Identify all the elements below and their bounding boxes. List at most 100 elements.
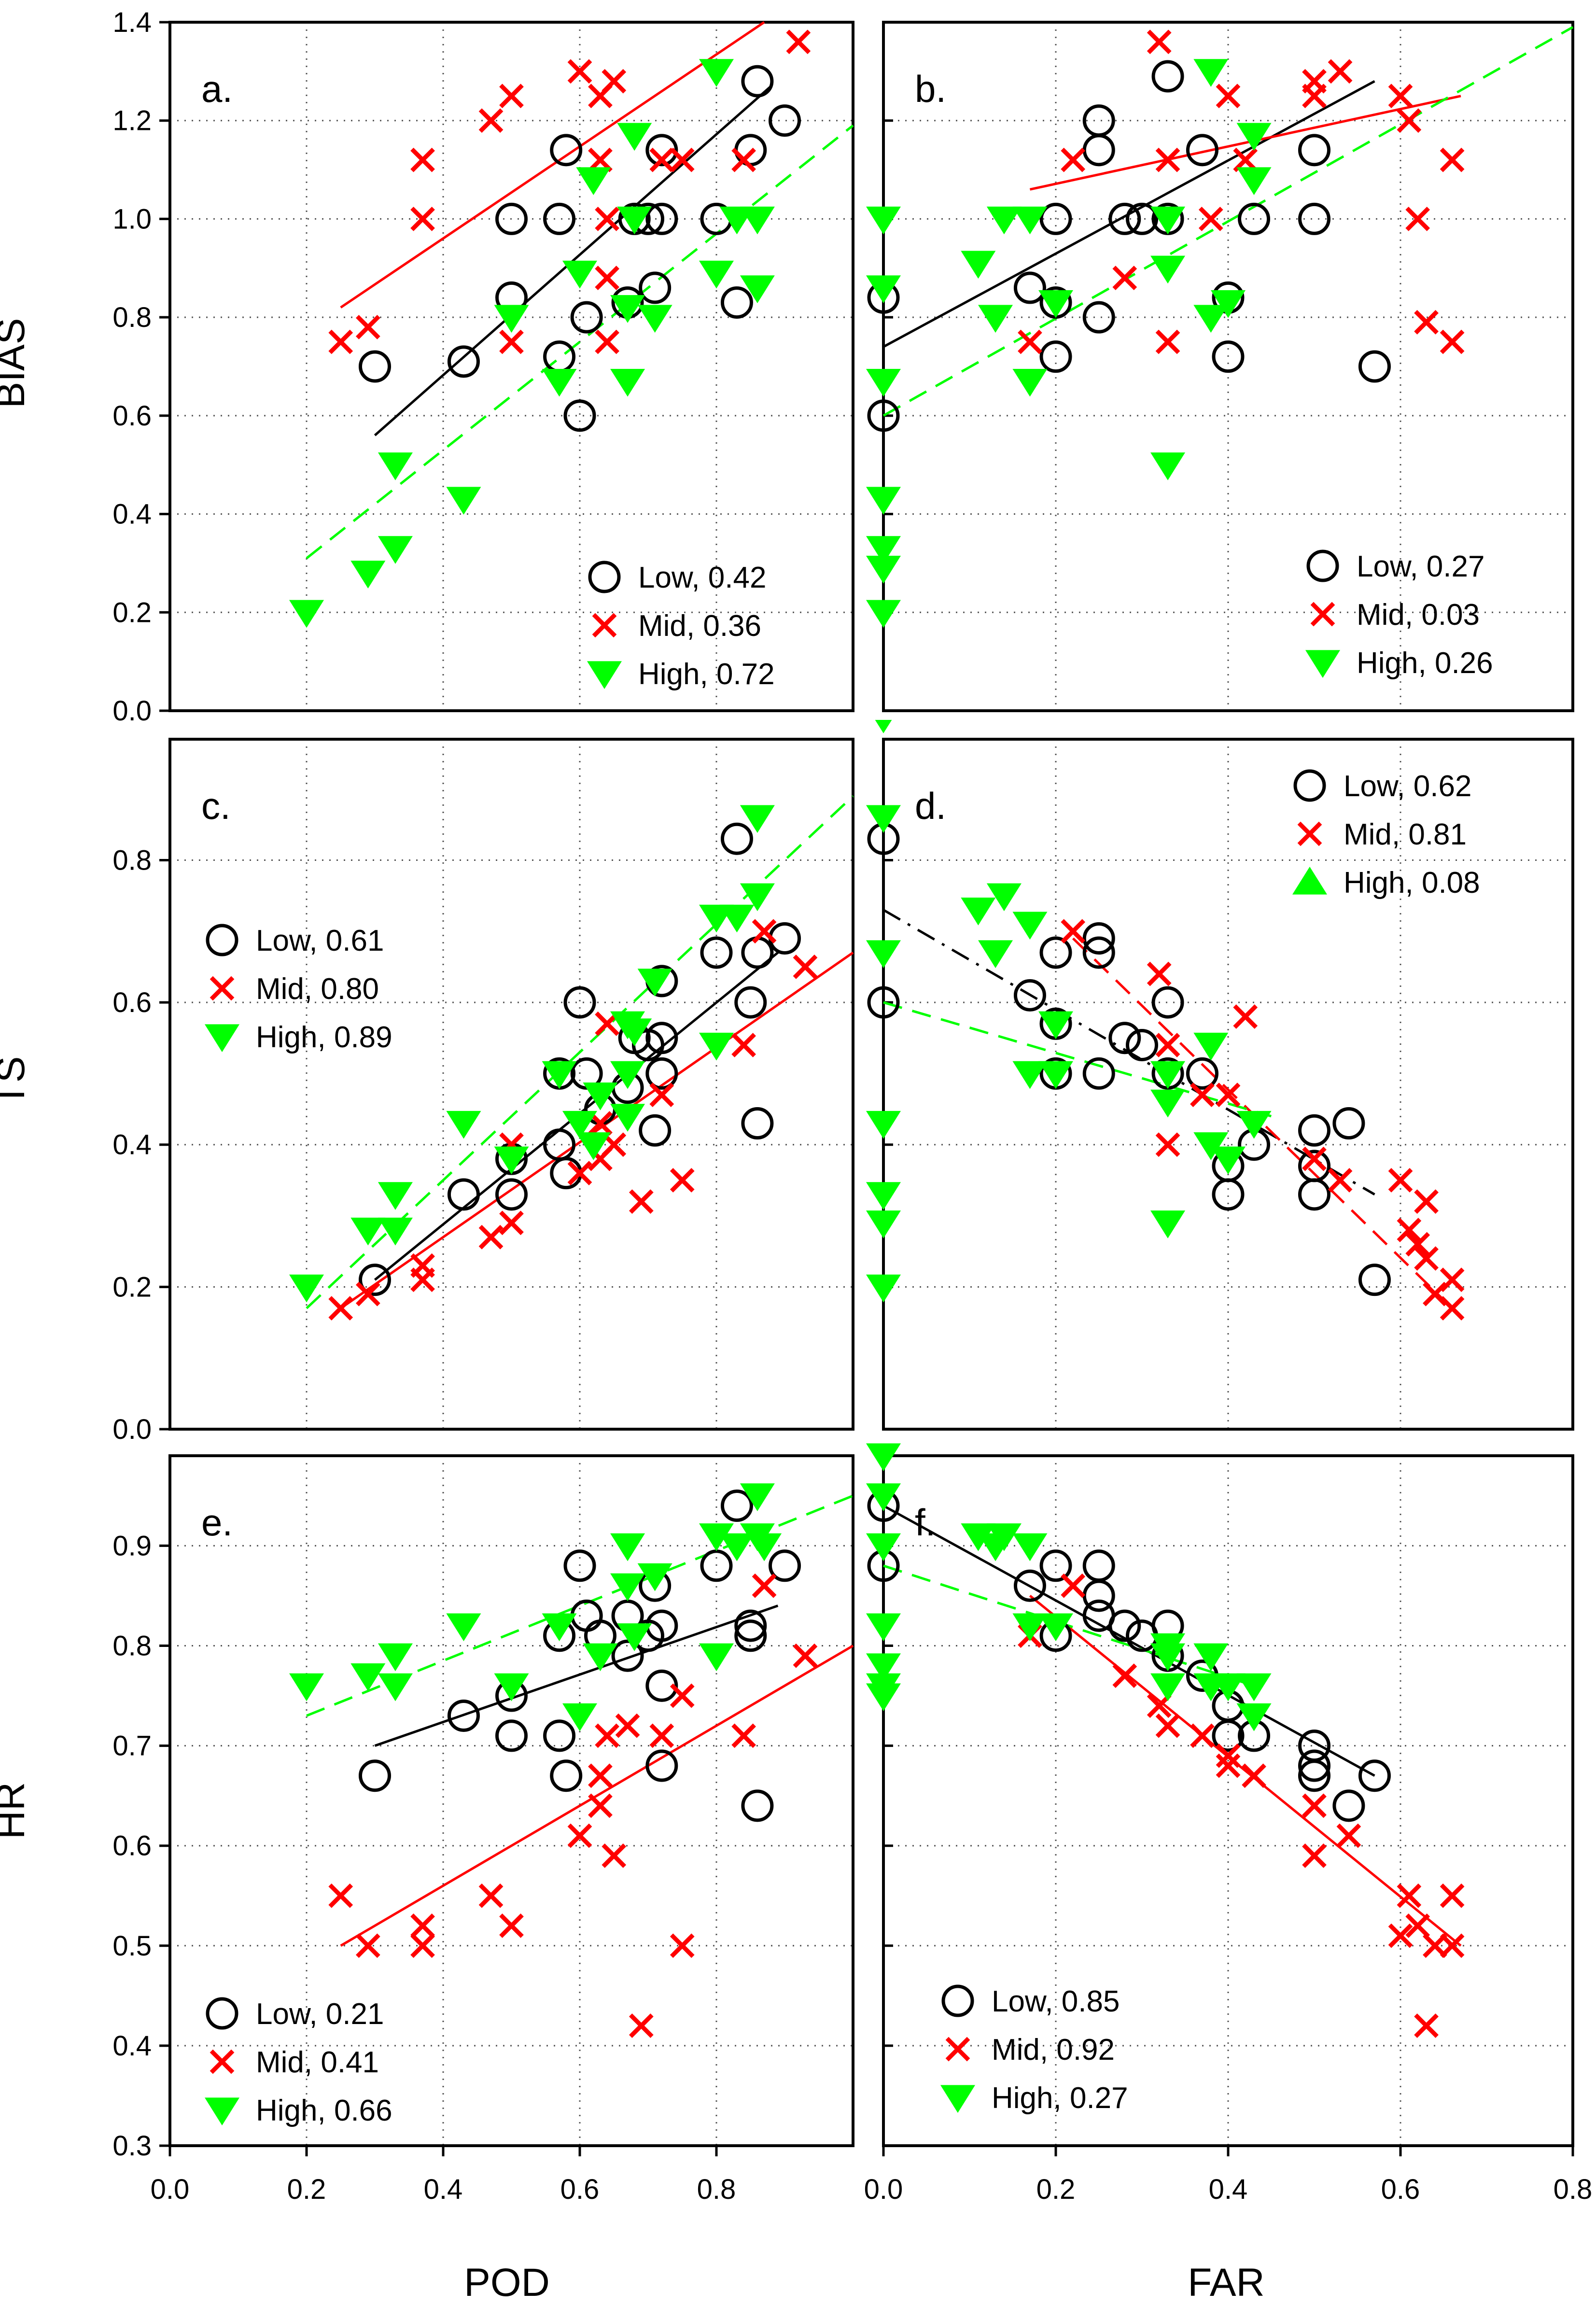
y-label-bias: BIAS <box>0 318 33 408</box>
point-mid <box>1155 1132 1180 1157</box>
point-low <box>639 1114 672 1147</box>
point-high <box>961 1523 996 1551</box>
point-low <box>1126 1028 1158 1061</box>
fit-line-high <box>306 124 854 560</box>
y-tick-label: 0.6 <box>112 1830 152 1862</box>
point-low <box>639 271 672 304</box>
point-low <box>611 1639 644 1672</box>
point-low <box>570 301 603 334</box>
point-high <box>1150 1210 1186 1238</box>
point-high <box>378 452 413 480</box>
point-mid <box>670 147 695 172</box>
point-mid <box>1061 147 1086 172</box>
point-low <box>495 1719 528 1752</box>
point-high <box>576 167 611 195</box>
legend-label-high: High, 0.66 <box>256 2094 392 2127</box>
data-layer <box>289 795 854 1321</box>
legend: Low, 0.85 Mid, 0.92 High, 0.27 <box>940 1984 1128 2115</box>
point-mid <box>1397 1883 1422 1908</box>
point-high <box>350 1217 386 1246</box>
point-low <box>720 1490 753 1522</box>
point-mid <box>1388 1168 1413 1193</box>
y-tick-label: 0.4 <box>112 499 152 530</box>
x-tick-label: 0.6 <box>1381 2174 1420 2205</box>
point-low <box>543 1719 576 1752</box>
point-mid <box>567 1823 592 1848</box>
fit-line-mid <box>1029 95 1461 191</box>
point-mid <box>499 84 524 109</box>
point-high <box>699 1032 734 1061</box>
panel-label: e. <box>201 1501 233 1544</box>
point-high <box>866 1210 901 1238</box>
point-low <box>563 1549 596 1582</box>
legend-label-mid: Mid, 0.03 <box>1357 598 1480 632</box>
point-low <box>734 986 767 1019</box>
point-high <box>576 1132 611 1160</box>
point-mid <box>1233 1004 1258 1029</box>
point-mid <box>1155 147 1180 172</box>
point-high <box>1193 1643 1229 1672</box>
legend-marker-mid <box>210 2049 235 2074</box>
point-mid <box>1388 84 1413 109</box>
point-high <box>1193 305 1229 333</box>
point-high <box>978 940 1013 968</box>
point-mid <box>1405 1232 1430 1257</box>
point-mid <box>752 919 777 944</box>
point-low <box>1298 202 1330 235</box>
point-high <box>1012 368 1048 397</box>
legend-marker-mid <box>592 613 617 638</box>
point-low <box>741 1107 774 1140</box>
point-high <box>378 536 413 564</box>
point-mid <box>1336 1823 1361 1848</box>
point-high <box>446 1613 481 1642</box>
data-layer <box>866 720 1465 1321</box>
fit-line-mid <box>340 951 854 1309</box>
point-low <box>1358 350 1391 383</box>
point-high <box>1236 123 1272 151</box>
point-high <box>617 1018 652 1047</box>
point-high <box>617 123 652 151</box>
legend-label-low: Low, 0.62 <box>1344 770 1471 803</box>
point-low <box>359 350 391 383</box>
point-mid <box>328 1883 353 1908</box>
legend-marker-high <box>205 1024 239 1052</box>
point-high <box>1150 1061 1186 1089</box>
point-high <box>378 1643 413 1672</box>
point-high <box>1012 206 1048 235</box>
point-high <box>637 1563 672 1591</box>
point-mid <box>1147 29 1172 55</box>
legend: Low, 0.62 Mid, 0.81 High, 0.08 <box>1292 769 1480 900</box>
point-low <box>563 399 596 432</box>
legend-marker-mid <box>1310 602 1335 627</box>
point-high <box>1236 1673 1272 1701</box>
point-mid <box>595 207 619 231</box>
legend-marker-high <box>1305 650 1340 678</box>
point-low <box>1212 340 1245 373</box>
panel-e: 0.3 0.4 0.5 0.6 0.7 0.8 0.9 0.0 0.2 0.4 0.6 0.8 e. Lo… <box>112 1454 854 2205</box>
point-high <box>699 1523 734 1551</box>
panel-c: 0.0 0.2 0.4 0.6 0.8 c. Low, 0.61 Mid, 0.80 High,… <box>112 738 854 1445</box>
point-mid <box>355 1933 380 1958</box>
legend-label-low: Low, 0.21 <box>256 1997 384 2031</box>
point-low <box>867 399 900 432</box>
point-mid <box>1328 1168 1353 1193</box>
legend-marker-mid <box>210 976 235 1001</box>
point-high <box>1038 1613 1073 1642</box>
point-high <box>866 600 901 628</box>
legend-marker-low <box>1306 549 1339 582</box>
point-low <box>769 1549 801 1582</box>
plot-frame <box>168 21 854 712</box>
point-low <box>563 986 596 1019</box>
x-tick-label: 0.4 <box>424 2174 463 2205</box>
point-mid <box>328 1296 353 1321</box>
point-high <box>1236 1111 1272 1139</box>
point-high <box>494 1673 529 1701</box>
point-mid <box>567 59 592 84</box>
point-low <box>769 104 801 137</box>
point-low <box>495 202 528 235</box>
point-mid <box>629 2013 654 2038</box>
point-high <box>866 368 901 397</box>
point-low <box>1298 1114 1330 1147</box>
point-mid <box>629 1189 654 1214</box>
